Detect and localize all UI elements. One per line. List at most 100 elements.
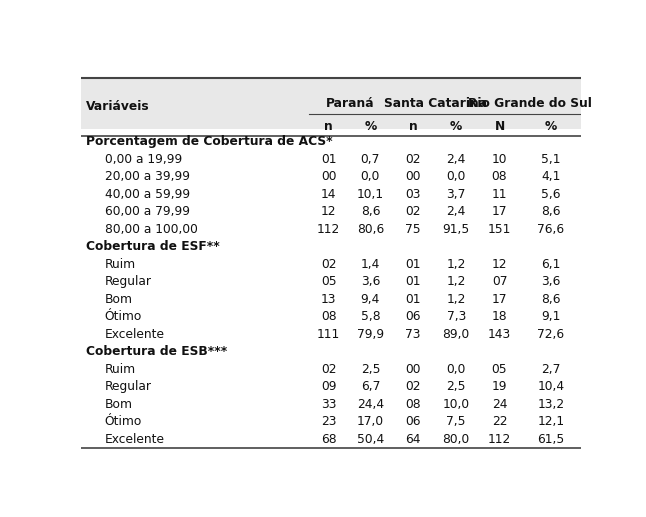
Text: 09: 09 — [321, 381, 337, 393]
Text: Bom: Bom — [105, 398, 133, 411]
Text: 50,4: 50,4 — [357, 433, 384, 446]
Text: 01: 01 — [405, 293, 421, 306]
Text: Variáveis: Variáveis — [86, 100, 149, 113]
Text: 80,6: 80,6 — [357, 223, 384, 236]
Text: 5,6: 5,6 — [541, 188, 561, 201]
Text: 2,5: 2,5 — [446, 381, 466, 393]
Text: 112: 112 — [488, 433, 511, 446]
Text: 03: 03 — [405, 188, 421, 201]
Text: 72,6: 72,6 — [537, 328, 565, 341]
Text: 08: 08 — [405, 398, 421, 411]
Text: 151: 151 — [488, 223, 511, 236]
Text: %: % — [364, 120, 377, 133]
Text: 13: 13 — [321, 293, 337, 306]
Text: 17,0: 17,0 — [357, 416, 384, 429]
Text: 76,6: 76,6 — [537, 223, 565, 236]
Text: 3,6: 3,6 — [541, 275, 561, 288]
Text: Cobertura de ESF**: Cobertura de ESF** — [86, 240, 220, 253]
Text: 08: 08 — [321, 310, 337, 323]
Text: 0,0: 0,0 — [446, 170, 466, 183]
Text: 73: 73 — [405, 328, 421, 341]
Text: 0,7: 0,7 — [360, 153, 380, 165]
Text: 0,0: 0,0 — [446, 363, 466, 376]
Text: 60,00 a 79,99: 60,00 a 79,99 — [105, 205, 190, 218]
Text: %: % — [450, 120, 463, 133]
Text: 12: 12 — [321, 205, 337, 218]
Text: 1,2: 1,2 — [446, 293, 466, 306]
Text: 9,4: 9,4 — [360, 293, 380, 306]
Text: n: n — [408, 120, 417, 133]
Text: 112: 112 — [317, 223, 340, 236]
Text: 06: 06 — [405, 310, 421, 323]
Text: 02: 02 — [405, 381, 421, 393]
Text: 2,7: 2,7 — [541, 363, 561, 376]
Text: 01: 01 — [321, 153, 337, 165]
Text: 00: 00 — [405, 363, 421, 376]
Text: 11: 11 — [492, 188, 507, 201]
Text: N: N — [494, 120, 505, 133]
Text: n: n — [324, 120, 333, 133]
Text: 0,00 a 19,99: 0,00 a 19,99 — [105, 153, 182, 165]
Text: 24: 24 — [492, 398, 507, 411]
Text: 8,6: 8,6 — [541, 205, 561, 218]
Text: 14: 14 — [321, 188, 337, 201]
Text: Santa Catarina: Santa Catarina — [384, 97, 487, 110]
Text: 23: 23 — [321, 416, 337, 429]
Text: 2,4: 2,4 — [446, 153, 466, 165]
Text: 02: 02 — [321, 258, 337, 271]
Text: 01: 01 — [405, 258, 421, 271]
Text: 10,1: 10,1 — [357, 188, 384, 201]
Text: 3,6: 3,6 — [360, 275, 380, 288]
Text: 02: 02 — [321, 363, 337, 376]
Text: Ótimo: Ótimo — [105, 416, 142, 429]
Text: 5,1: 5,1 — [541, 153, 561, 165]
Text: 1,2: 1,2 — [446, 258, 466, 271]
Text: 2,5: 2,5 — [360, 363, 380, 376]
Text: 18: 18 — [492, 310, 507, 323]
Text: 24,4: 24,4 — [357, 398, 384, 411]
Text: 7,5: 7,5 — [446, 416, 466, 429]
Text: Cobertura de ESB***: Cobertura de ESB*** — [86, 345, 227, 358]
Text: 143: 143 — [488, 328, 511, 341]
Text: 19: 19 — [492, 381, 507, 393]
Text: 89,0: 89,0 — [443, 328, 470, 341]
Text: Paraná: Paraná — [326, 97, 375, 110]
Text: 79,9: 79,9 — [357, 328, 384, 341]
Text: 75: 75 — [405, 223, 421, 236]
Text: 68: 68 — [321, 433, 337, 446]
Bar — [81, 78, 581, 129]
Text: 0,0: 0,0 — [360, 170, 380, 183]
Text: Ótimo: Ótimo — [105, 310, 142, 323]
Text: 05: 05 — [492, 363, 507, 376]
Text: Rio Grande do Sul: Rio Grande do Sul — [468, 97, 592, 110]
Text: 1,2: 1,2 — [446, 275, 466, 288]
Text: 07: 07 — [492, 275, 507, 288]
Text: 01: 01 — [405, 275, 421, 288]
Text: 17: 17 — [492, 205, 507, 218]
Text: 05: 05 — [321, 275, 337, 288]
Text: 4,1: 4,1 — [541, 170, 561, 183]
Text: Excelente: Excelente — [105, 433, 165, 446]
Text: 6,7: 6,7 — [360, 381, 380, 393]
Text: 00: 00 — [405, 170, 421, 183]
Text: 64: 64 — [405, 433, 421, 446]
Text: 10,4: 10,4 — [537, 381, 565, 393]
Text: Ruim: Ruim — [105, 363, 136, 376]
Text: 80,0: 80,0 — [443, 433, 470, 446]
Text: 10,0: 10,0 — [443, 398, 470, 411]
Text: 40,00 a 59,99: 40,00 a 59,99 — [105, 188, 190, 201]
Text: 13,2: 13,2 — [537, 398, 565, 411]
Text: 33: 33 — [321, 398, 337, 411]
Text: 06: 06 — [405, 416, 421, 429]
Text: Bom: Bom — [105, 293, 133, 306]
Text: 3,7: 3,7 — [446, 188, 466, 201]
Text: 02: 02 — [405, 205, 421, 218]
Text: 1,4: 1,4 — [360, 258, 380, 271]
Text: 12,1: 12,1 — [537, 416, 565, 429]
Text: 22: 22 — [492, 416, 507, 429]
Text: 5,8: 5,8 — [360, 310, 380, 323]
Text: Excelente: Excelente — [105, 328, 165, 341]
Text: 7,3: 7,3 — [446, 310, 466, 323]
Text: 02: 02 — [405, 153, 421, 165]
Text: 6,1: 6,1 — [541, 258, 561, 271]
